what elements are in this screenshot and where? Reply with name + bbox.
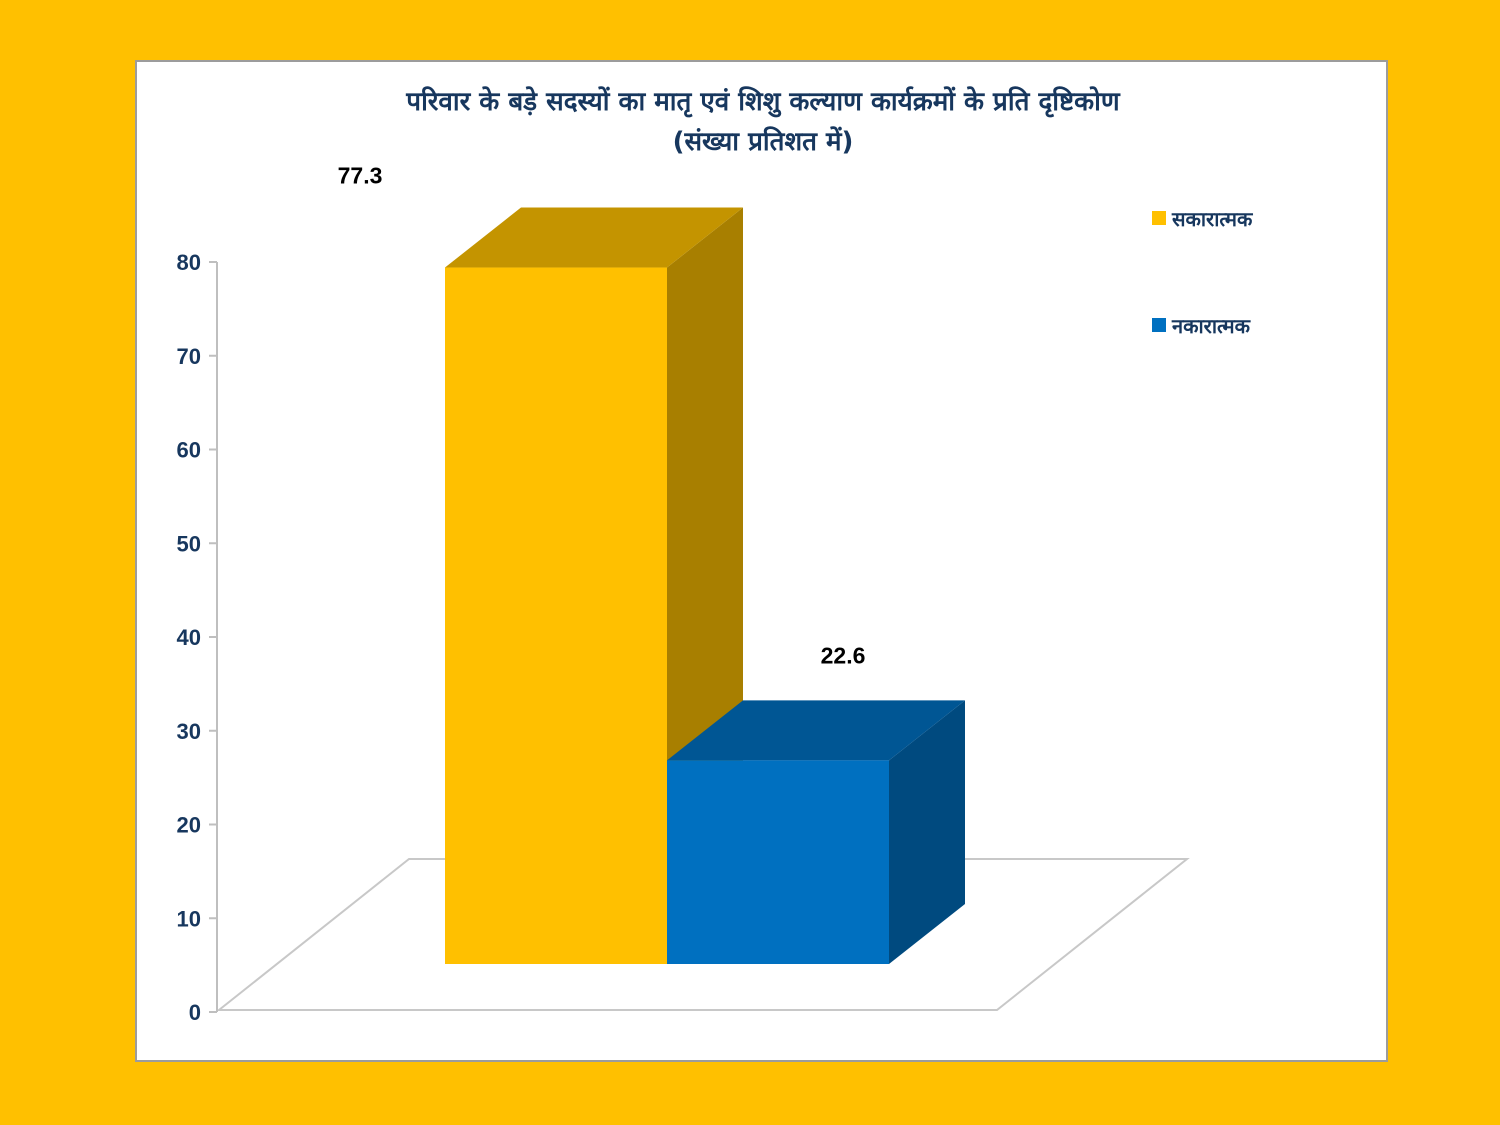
bar-top-face xyxy=(667,700,965,761)
chart-title: परिवार के बड़े सदस्यों का मातृ एवं शिशु … xyxy=(405,86,1121,118)
chart-frame: परिवार के बड़े सदस्यों का मातृ एवं शिशु … xyxy=(135,60,1388,1062)
y-tick-label: 70 xyxy=(177,344,201,369)
y-tick-label: 20 xyxy=(177,813,201,838)
y-tick-label: 10 xyxy=(177,906,201,931)
y-tick-label: 40 xyxy=(177,625,201,650)
bar-top-face xyxy=(445,207,743,268)
y-tick-label: 30 xyxy=(177,719,201,744)
bar-2 xyxy=(667,700,965,964)
bar-front-face xyxy=(445,267,667,964)
y-axis: 0 10 20 30 40 50 60 70 80 xyxy=(177,250,218,1025)
bars xyxy=(445,207,965,965)
legend-swatch xyxy=(1152,318,1166,332)
data-labels: 77.3 22.6 xyxy=(338,163,866,669)
y-tick-label: 60 xyxy=(177,438,201,463)
data-label: 22.6 xyxy=(821,642,866,668)
legend-swatch xyxy=(1152,211,1166,225)
bar-front-face xyxy=(667,760,889,964)
legend-label: सकारात्मक xyxy=(1171,207,1254,231)
y-tick-label: 0 xyxy=(189,1000,201,1025)
chart-subtitle: (संख्या प्रतिशत में) xyxy=(673,126,854,157)
y-tick-label: 80 xyxy=(177,250,201,275)
bar-chart: परिवार के बड़े सदस्यों का मातृ एवं शिशु … xyxy=(177,86,1254,1025)
data-label: 77.3 xyxy=(338,163,383,189)
bar-side-face xyxy=(889,700,965,964)
y-tick-label: 50 xyxy=(177,531,201,556)
legend: सकारात्मक नकारात्मक xyxy=(1152,207,1254,338)
legend-label: नकारात्मक xyxy=(1171,314,1252,338)
